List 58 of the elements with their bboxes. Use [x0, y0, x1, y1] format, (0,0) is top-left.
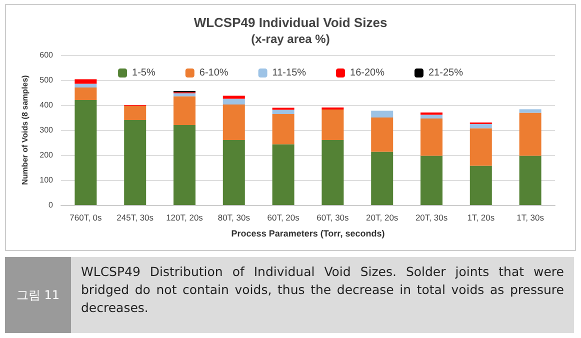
y-axis-title: Number of Voids (8 samples)	[20, 74, 30, 185]
x-tick-label: 120T, 20s	[166, 212, 203, 222]
bar	[174, 93, 196, 96]
chart-title: WLCSP49 Individual Void Sizes	[194, 15, 388, 30]
legend-label: 11-15%	[272, 68, 306, 78]
legend-label: 16-20%	[350, 68, 385, 78]
legend-label: 6-10%	[199, 68, 228, 78]
bar	[222, 98, 245, 104]
bar	[322, 140, 344, 205]
bar	[420, 114, 442, 118]
x-tick-label: 80T, 30s	[218, 212, 250, 222]
bar	[222, 96, 245, 99]
bar	[371, 110, 394, 118]
legend-label: 1-5%	[132, 68, 156, 78]
legend-label: 21-25%	[428, 68, 464, 78]
bar	[272, 144, 294, 205]
bar	[74, 100, 97, 205]
x-tick-label: 20T, 30s	[415, 212, 448, 222]
bar	[74, 79, 97, 84]
bar	[174, 96, 196, 125]
x-tick-label: 1T, 30s	[516, 212, 544, 222]
caption: 그림 11	[5, 257, 71, 333]
bar	[371, 152, 394, 205]
y-tick-label: 0	[48, 200, 54, 210]
bar	[74, 88, 97, 100]
bar	[124, 120, 146, 205]
bar	[470, 166, 492, 205]
bar	[124, 106, 146, 120]
chart-subtitle: (x-ray area %)	[251, 32, 330, 46]
bar	[470, 128, 492, 166]
y-tick-label: 500	[40, 76, 54, 84]
y-tick-label: 100	[40, 176, 54, 184]
bar	[174, 125, 196, 205]
x-tick-label: 60T, 20s	[267, 212, 300, 222]
x-tick-label: 20T, 20s	[366, 212, 398, 222]
bar	[272, 110, 294, 114]
x-tick-label: 60T, 30s	[316, 212, 349, 222]
y-tick-label: 400	[40, 100, 54, 110]
x-tick-label: 245T, 30s	[116, 212, 154, 222]
x-axis-title: Process Parameters (Torr, seconds)	[231, 228, 385, 238]
bar	[470, 124, 492, 128]
bar	[371, 118, 394, 152]
y-tick-label: 600	[40, 50, 54, 60]
bar	[74, 84, 97, 88]
text: WLCSP49 Distribution of Individual Void Sizes. Solder joints that were bridged do not contain voids, thus the decrease in total voids as pressure decreases.	[80, 263, 565, 317]
bar	[519, 112, 542, 156]
bar	[222, 140, 245, 205]
x-tick-label: 760T, 0s	[70, 212, 102, 222]
bar	[272, 114, 294, 144]
bar	[222, 104, 245, 140]
bar	[420, 118, 442, 156]
bar	[519, 109, 542, 113]
x-tick-label: 1T, 20s	[467, 212, 495, 222]
y-tick-label: 200	[40, 150, 54, 160]
bar	[519, 156, 542, 205]
bar	[322, 110, 344, 140]
bar	[420, 156, 442, 205]
y-tick-label: 300	[40, 126, 54, 134]
